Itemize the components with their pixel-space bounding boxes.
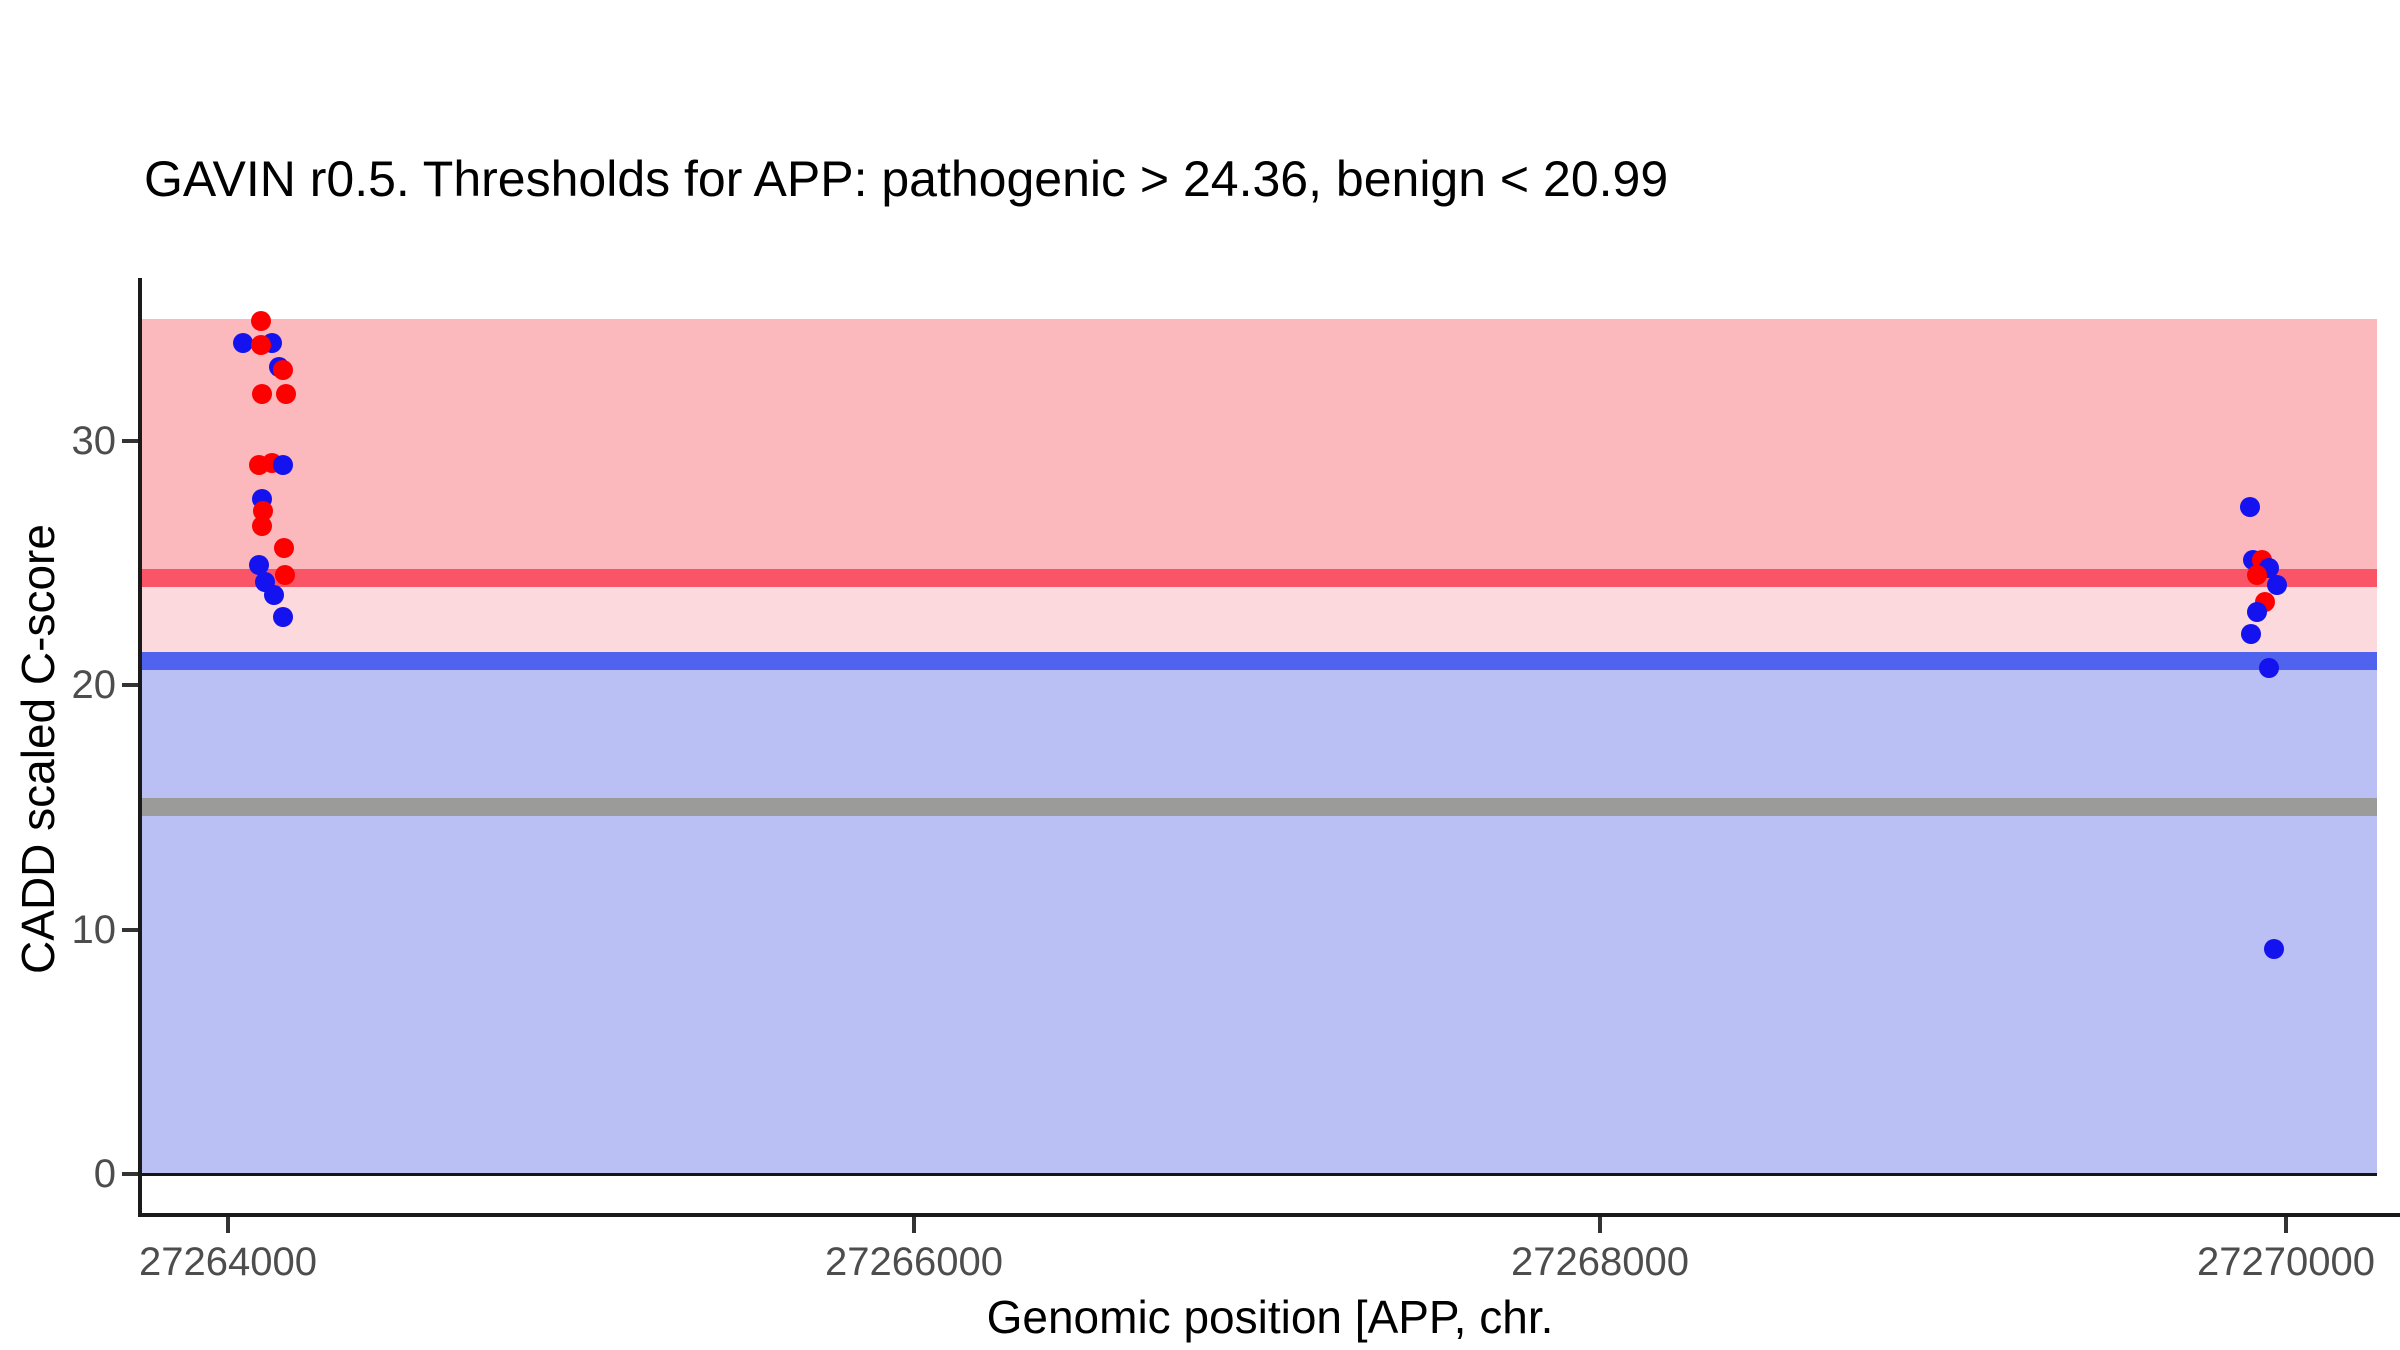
data-point-gnomad [264, 584, 285, 605]
y-tick-label: 20 [71, 663, 117, 707]
benign-threshold-line [142, 651, 2377, 670]
x-tick-mark [226, 1217, 230, 1233]
x-tick-label: 27268000 [1511, 1240, 1689, 1284]
data-point-clinvar [250, 335, 271, 356]
data-point-gnomad [2259, 657, 2280, 678]
data-point-gnomad [2264, 939, 2285, 960]
y-tick-mark [122, 438, 138, 443]
pathogenic-region [142, 319, 2377, 579]
y-tick-label: 30 [71, 418, 117, 463]
x-axis-title: Genomic position [APP, chr. 21] [986, 1291, 1554, 1350]
y-axis-line [138, 278, 142, 1217]
data-point-clinvar [275, 384, 296, 405]
data-point-clinvar [250, 310, 271, 331]
data-point-clinvar [252, 516, 273, 537]
data-point-clinvar [274, 564, 295, 585]
x-tick-mark [912, 1217, 916, 1233]
benign-region [142, 660, 2377, 1174]
x-tick-label: 27270000 [2197, 1240, 2375, 1284]
data-point-gnomad [273, 606, 294, 627]
intermediate-region [142, 578, 2377, 661]
data-point-gnomad [2247, 601, 2268, 622]
y-tick-mark [122, 683, 138, 687]
pathogenic-threshold-line [142, 569, 2377, 588]
zero-baseline [142, 1172, 2377, 1176]
data-point-gnomad [232, 332, 253, 353]
y-tick-label: 10 [71, 907, 117, 952]
data-point-gnomad [2240, 496, 2261, 517]
x-tick-mark [2284, 1217, 2288, 1233]
y-tick-mark [122, 1172, 138, 1176]
data-point-clinvar [274, 538, 295, 559]
data-point-clinvar [2246, 564, 2267, 585]
data-point-gnomad [2266, 574, 2287, 595]
x-tick-mark [1598, 1217, 1602, 1233]
fallback-threshold-line [142, 798, 2377, 817]
x-tick-label: 27264000 [139, 1240, 317, 1284]
plot-title-line-1: GAVIN r0.5. Thresholds for APP: pathogen… [144, 151, 1669, 207]
data-point-clinvar [251, 384, 272, 405]
data-point-clinvar [273, 359, 294, 380]
data-point-gnomad [273, 454, 294, 475]
y-tick-mark [122, 927, 138, 932]
y-tick-label: 0 [93, 1152, 116, 1196]
data-point-gnomad [249, 555, 270, 576]
x-tick-label: 27266000 [825, 1240, 1003, 1284]
x-axis-line [138, 1213, 2400, 1217]
data-point-gnomad [2240, 623, 2261, 644]
